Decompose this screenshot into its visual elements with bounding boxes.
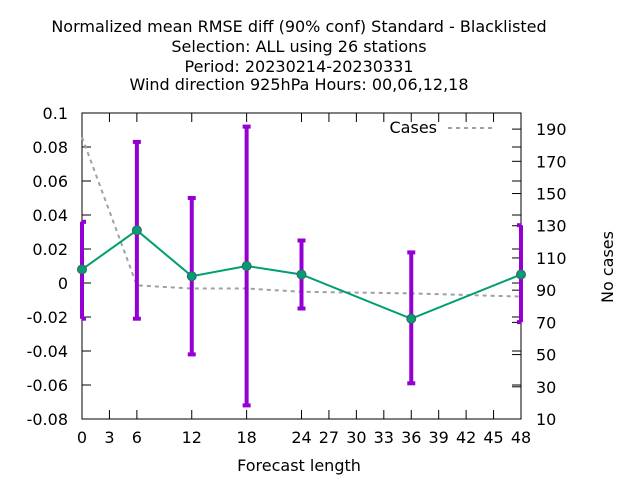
data-point (77, 264, 87, 275)
x-tick-label: 36 (401, 428, 421, 447)
x-tick-label: 0 (77, 428, 87, 447)
y2-tick-label: 150 (536, 185, 567, 204)
x-tick-label: 12 (182, 428, 202, 447)
y2-tick-label: 30 (536, 378, 556, 397)
legend: Cases (390, 118, 496, 137)
y2-tick-label: 10 (536, 410, 556, 429)
y2-axis: 10 30 50 70 90 110 130 150 170 190 (512, 120, 567, 429)
title-line-3: Period: 20230214-20230331 (184, 57, 413, 76)
data-point (296, 269, 307, 280)
legend-label-cases: Cases (390, 118, 438, 137)
x-tick-label: 48 (511, 428, 531, 447)
x-tick-label: 18 (236, 428, 256, 447)
error-bars (80, 124, 523, 408)
y2-tick-label: 90 (536, 281, 556, 300)
y2-tick-label: 130 (536, 217, 567, 236)
y-tick-label: 0 (58, 274, 68, 293)
y-tick-label: 0.1 (43, 104, 68, 123)
y-tick-label: 0.02 (32, 240, 68, 259)
mean-series (77, 225, 526, 324)
x-tick-label: 27 (319, 428, 339, 447)
x-tick-label: 6 (132, 428, 142, 447)
x-tick-label: 39 (429, 428, 449, 447)
chart-title: Normalized mean RMSE diff (90% conf) Sta… (51, 17, 546, 94)
title-line-4: Wind direction 925hPa Hours: 00,06,12,18 (129, 75, 468, 94)
title-line-2: Selection: ALL using 26 stations (171, 37, 426, 56)
y-tick-label: -0.08 (27, 410, 68, 429)
y-tick-label: -0.02 (27, 308, 68, 327)
x-tick-label: 30 (346, 428, 366, 447)
data-point (131, 225, 142, 236)
y-tick-label: -0.04 (27, 342, 68, 361)
x-tick-label: 33 (374, 428, 394, 447)
x-tick-label: 45 (483, 428, 503, 447)
data-point (186, 271, 197, 282)
y-tick-label: 0.04 (32, 206, 68, 225)
x-tick-label: 3 (104, 428, 114, 447)
x-axis-label: Forecast length (237, 456, 361, 475)
data-point (241, 261, 252, 271)
title-line-1: Normalized mean RMSE diff (90% conf) Sta… (51, 17, 546, 36)
x-axis: 0 3 6 12 18 24 27 30 33 36 39 42 45 48 (77, 113, 531, 447)
y2-tick-label: 110 (536, 249, 567, 268)
y2-tick-label: 70 (536, 313, 556, 332)
data-point (406, 313, 417, 324)
x-tick-label: 24 (291, 428, 311, 447)
y-tick-label: 0.06 (32, 172, 68, 191)
data-point (516, 269, 526, 280)
x-tick-label: 42 (456, 428, 476, 447)
y2-axis-label: No cases (598, 231, 617, 303)
y2-tick-label: 190 (536, 120, 567, 139)
y-tick-label: 0.08 (32, 138, 68, 157)
y-axis: -0.08 -0.06 -0.04 -0.02 0 0.02 0.04 0.06 0.08 0.1 (27, 104, 521, 429)
y2-tick-label: 50 (536, 346, 556, 365)
y2-tick-label: 170 (536, 152, 567, 171)
y-tick-label: -0.06 (27, 376, 68, 395)
